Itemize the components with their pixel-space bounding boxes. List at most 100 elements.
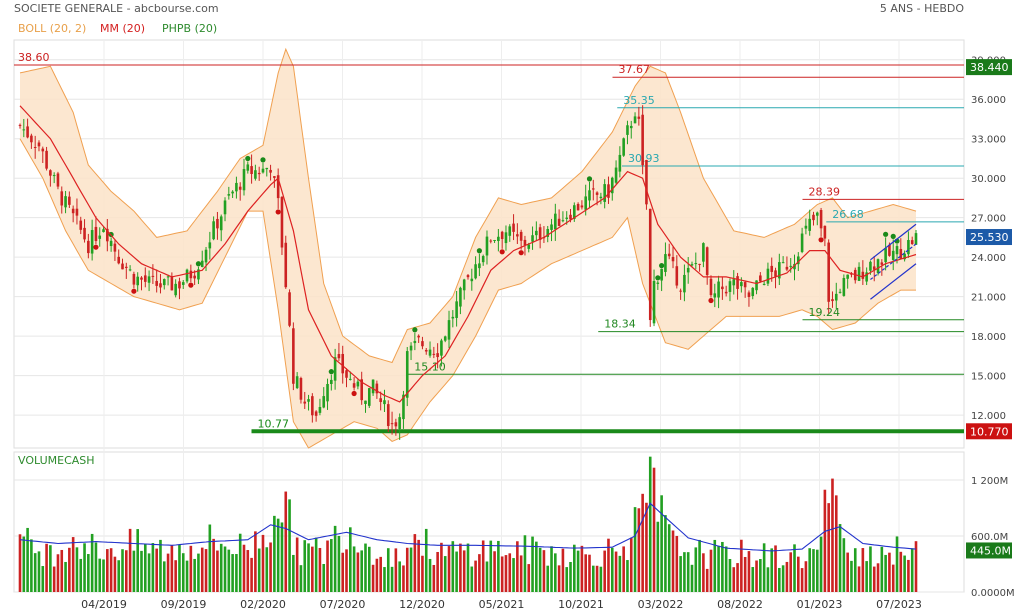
candle-body xyxy=(478,263,481,269)
candle-body xyxy=(386,404,390,427)
volume-bar xyxy=(52,566,56,592)
candle-body xyxy=(22,129,26,131)
volume-bar xyxy=(500,556,504,592)
candle-body xyxy=(561,220,565,222)
level-label: 19.24 xyxy=(809,306,841,319)
candle-body xyxy=(721,286,724,290)
volume-bar xyxy=(648,456,652,592)
volume-bar xyxy=(75,547,79,592)
candle-body xyxy=(474,264,477,279)
volume-bar xyxy=(485,561,489,592)
volume-bar xyxy=(626,560,629,592)
volume-bar xyxy=(231,554,234,592)
volume-bar xyxy=(322,563,326,592)
candle-body xyxy=(197,269,200,280)
volume-bar xyxy=(284,491,288,592)
candle-body xyxy=(413,340,417,344)
volume-bar xyxy=(227,549,231,592)
candle-body xyxy=(736,276,739,289)
candle-body xyxy=(60,191,64,206)
candle-body xyxy=(797,256,800,265)
volume-bar xyxy=(162,561,166,592)
candle-body xyxy=(170,276,174,291)
level-label: 37.67 xyxy=(619,63,651,76)
phpb-low-dot xyxy=(93,244,99,250)
volume-bar xyxy=(823,489,827,592)
volume-bar xyxy=(793,544,796,592)
candle-body xyxy=(781,262,785,264)
candle-body xyxy=(470,278,474,282)
candle-body xyxy=(531,235,534,242)
volume-bar xyxy=(857,566,861,592)
price-tick-label: 36.000 xyxy=(971,95,1006,106)
candle-body xyxy=(242,169,246,191)
x-tick-label: 01/2023 xyxy=(797,598,843,611)
price-tick-label: 15.000 xyxy=(971,372,1006,383)
volume-bar xyxy=(550,546,553,592)
volume-bar xyxy=(60,549,64,592)
volume-bar xyxy=(728,558,732,592)
candle-body xyxy=(812,214,815,221)
candle-body xyxy=(815,212,819,216)
volume-bar xyxy=(903,555,906,592)
volume-bar xyxy=(269,542,272,592)
candle-body xyxy=(899,248,903,260)
volume-bar xyxy=(307,543,310,592)
volume-tick-label: 600.0M xyxy=(971,532,1008,543)
candle-body xyxy=(455,301,458,318)
volume-bar xyxy=(455,551,458,592)
candle-body xyxy=(117,256,121,264)
candle-body xyxy=(185,269,189,282)
candle-body xyxy=(68,196,71,205)
volume-bar xyxy=(185,560,189,592)
candle-body xyxy=(295,376,299,389)
price-tag xyxy=(966,229,1012,246)
volume-bar xyxy=(330,539,333,592)
volume-bar xyxy=(573,544,576,592)
volume-bar xyxy=(675,535,679,592)
period-label: 5 ANS - HEBDO xyxy=(879,2,964,15)
volume-bar xyxy=(22,536,26,592)
price-tick-label: 27.000 xyxy=(971,214,1006,225)
volume-bar xyxy=(159,539,162,592)
volume-bar xyxy=(834,495,838,592)
candle-body xyxy=(527,244,531,249)
candle-body xyxy=(755,280,758,291)
candle-body xyxy=(831,299,834,302)
candle-body xyxy=(360,379,363,401)
candle-body xyxy=(656,282,660,284)
candle-body xyxy=(747,292,751,297)
level-label: 35.35 xyxy=(623,94,655,107)
candle-body xyxy=(884,248,887,263)
candle-body xyxy=(307,399,310,402)
candle-body xyxy=(888,244,891,256)
volume-bar xyxy=(208,524,212,592)
candle-body xyxy=(132,273,136,285)
volume-bar xyxy=(724,546,728,592)
price-tag xyxy=(966,423,1012,440)
volume-bar xyxy=(747,551,751,592)
candle-body xyxy=(443,336,447,341)
candle-body xyxy=(398,417,401,429)
volume-bar xyxy=(71,537,75,592)
x-tick-label: 10/2021 xyxy=(558,598,604,611)
candle-body xyxy=(26,126,29,138)
level-label: 26.68 xyxy=(832,208,864,221)
candle-body xyxy=(200,260,204,267)
volume-bar xyxy=(607,538,610,592)
candle-body xyxy=(151,275,155,277)
candle-body xyxy=(250,166,253,175)
price-tick-label: 33.000 xyxy=(971,135,1006,146)
candle-body xyxy=(857,266,861,281)
price-tick-label: 21.000 xyxy=(971,293,1006,304)
phpb-low-dot xyxy=(499,249,505,255)
volume-bar xyxy=(394,548,398,592)
volume-bar xyxy=(523,535,527,592)
volume-bar xyxy=(379,556,382,592)
candle-body xyxy=(652,280,656,324)
phpb-high-dot xyxy=(890,233,896,239)
candle-body xyxy=(303,401,307,404)
candle-body xyxy=(223,200,227,215)
volume-bar xyxy=(443,556,447,592)
candle-body xyxy=(493,239,496,241)
